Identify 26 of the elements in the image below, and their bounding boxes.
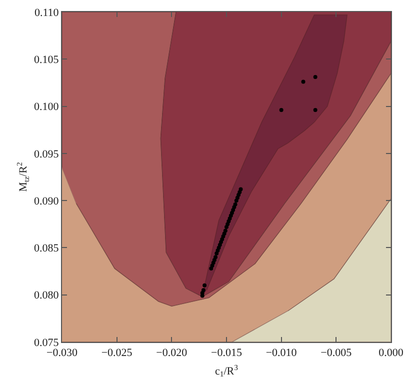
y-tick-label: 0.105 <box>34 54 60 66</box>
point <box>279 108 284 112</box>
point <box>223 228 228 233</box>
point <box>238 187 243 192</box>
x-tick-label: −0.010 <box>266 347 298 360</box>
point <box>313 108 318 112</box>
point <box>313 75 318 80</box>
point <box>233 202 238 206</box>
point <box>202 283 207 288</box>
x-tick-label: −0.005 <box>320 347 352 360</box>
x-tick-label: −0.025 <box>101 347 133 360</box>
x-tick-label: −0.030 <box>46 347 78 360</box>
point <box>214 255 218 260</box>
x-tick-label: −0.015 <box>211 347 242 360</box>
y-tick-label: 0.110 <box>34 6 60 19</box>
y-tick-label: 0.075 <box>34 336 60 349</box>
y-tick-label: 0.090 <box>34 195 60 208</box>
y-tick-label: 0.080 <box>34 290 60 302</box>
x-axis-title: c$_{1}$/R$^{3}$ <box>215 362 238 379</box>
x-tick-label: 0.000 <box>378 347 404 360</box>
point <box>201 288 206 292</box>
y-tick-label: 0.100 <box>34 101 60 114</box>
y-tick-label: 0.095 <box>34 148 60 160</box>
x-tick-label: −0.020 <box>156 347 188 360</box>
point <box>301 80 306 84</box>
y-tick-label: 0.085 <box>34 242 60 255</box>
